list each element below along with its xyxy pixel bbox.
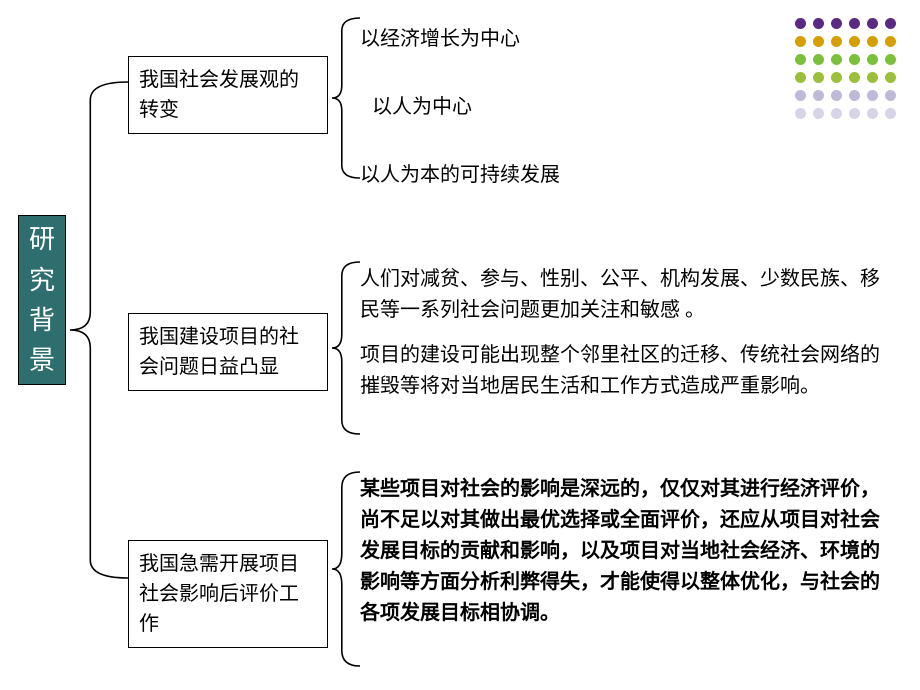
decoration-dot — [813, 72, 824, 83]
root-title-box: 研究背景 — [18, 215, 66, 385]
decoration-dot — [867, 108, 878, 119]
leaf-text: 以人为本的可持续发展 — [360, 160, 760, 191]
decoration-dot — [849, 108, 860, 119]
decoration-dot — [831, 18, 842, 29]
decoration-dot — [885, 36, 896, 47]
root-title-text: 研究背景 — [19, 220, 65, 381]
branch-brace — [332, 18, 360, 178]
root-brace — [70, 82, 128, 578]
decoration-dot — [831, 108, 842, 119]
decoration-dot — [867, 54, 878, 65]
leaf-text: 人们对减贫、参与、性别、公平、机构发展、少数民族、移民等一系列社会问题更加关注和… — [360, 264, 880, 326]
decoration-dot — [813, 18, 824, 29]
decoration-dot — [813, 90, 824, 101]
decoration-dot — [885, 54, 896, 65]
decoration-dot — [813, 108, 824, 119]
branch-brace — [332, 262, 360, 434]
decoration-dot — [885, 18, 896, 29]
decoration-dot — [795, 108, 806, 119]
decoration-dot — [831, 72, 842, 83]
decoration-dot — [813, 36, 824, 47]
decoration-dots — [795, 18, 896, 126]
decoration-dot — [849, 72, 860, 83]
decoration-dot — [867, 36, 878, 47]
decoration-dot — [795, 36, 806, 47]
branch-label: 我国建设项目的社会问题日益凸显 — [139, 326, 299, 378]
decoration-dot — [885, 90, 896, 101]
decoration-dot — [867, 90, 878, 101]
decoration-dot — [885, 108, 896, 119]
branch-box: 我国急需开展项目社会影响后评价工作 — [128, 540, 328, 648]
decoration-dot — [831, 36, 842, 47]
decoration-dot — [867, 18, 878, 29]
decoration-dot — [813, 54, 824, 65]
branch-box: 我国建设项目的社会问题日益凸显 — [128, 313, 328, 391]
decoration-dot — [831, 90, 842, 101]
decoration-dot — [849, 18, 860, 29]
decoration-dot — [849, 36, 860, 47]
decoration-dot — [885, 72, 896, 83]
decoration-dot — [867, 72, 878, 83]
branch-label: 我国急需开展项目社会影响后评价工作 — [139, 553, 299, 635]
decoration-dot — [849, 90, 860, 101]
decoration-dot — [795, 18, 806, 29]
decoration-dot — [795, 72, 806, 83]
branch-box: 我国社会发展观的转变 — [128, 56, 328, 134]
branch-brace — [332, 472, 360, 666]
decoration-dot — [831, 54, 842, 65]
leaf-text: 以人为中心 — [372, 92, 672, 123]
decoration-dot — [795, 54, 806, 65]
branch-label: 我国社会发展观的转变 — [139, 69, 299, 121]
decoration-dot — [795, 90, 806, 101]
decoration-dot — [849, 54, 860, 65]
leaf-text: 项目的建设可能出现整个邻里社区的迁移、传统社会网络的摧毁等将对当地居民生活和工作… — [360, 340, 880, 402]
leaf-text: 某些项目对社会的影响是深远的，仅仅对其进行经济评价，尚不足以对其做出最优选择或全… — [360, 474, 880, 629]
leaf-text: 以经济增长为中心 — [360, 24, 660, 55]
